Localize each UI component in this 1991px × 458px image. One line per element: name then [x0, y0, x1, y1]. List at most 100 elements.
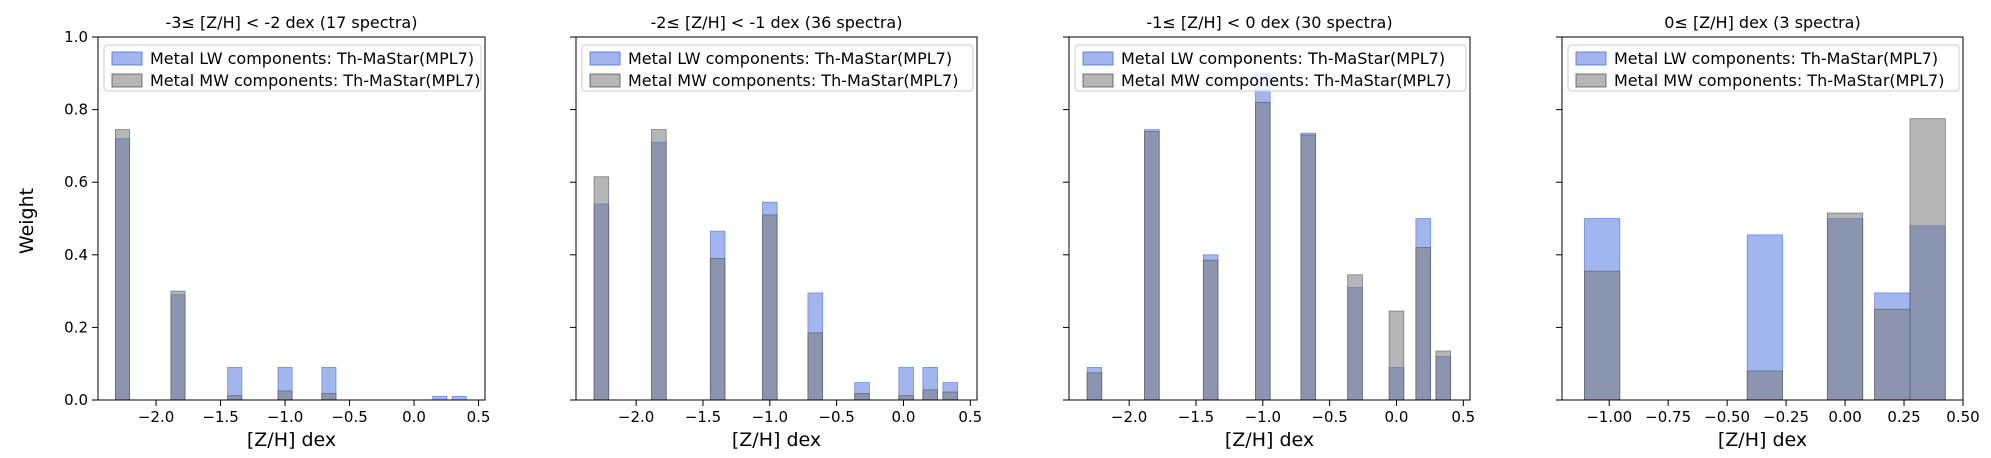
bar-s1-7	[451, 395, 467, 401]
x-tick-label: 0.0	[892, 408, 916, 426]
panel-title: -3≤ [Z/H] < -2 dex (17 spectra)	[166, 13, 418, 32]
bar-s2-3	[709, 258, 726, 401]
shared-y-axis-label: Weight	[16, 188, 38, 254]
legend-label-1: Metal LW components: Th-MaStar(MPL7)	[150, 49, 474, 68]
y-tick-label: 0.4	[64, 246, 88, 264]
legend-swatch-2	[1575, 73, 1607, 88]
bar-s2-4	[762, 214, 778, 401]
bar-s2-2	[1746, 370, 1783, 401]
panel-4: −1.00 −0.75 −0.50 −0.25 0.00 0.25 0.50 0≤ [Z/H]…	[1556, 13, 1980, 451]
y-tick-label: 1.0	[64, 28, 88, 46]
x-tick-label: 0.25	[1887, 408, 1920, 426]
y-tick-label: 0.0	[64, 391, 88, 409]
legend-swatch-1	[1575, 51, 1607, 66]
legend-box	[581, 44, 974, 92]
x-tick-label: −1.5	[202, 408, 238, 426]
x-tick-label: −1.5	[685, 408, 721, 426]
panel-2: −2.0 −1.5 −1.0 −0.5 0.0 0.5 -2≤ [Z/H] < -1 dex…	[570, 13, 982, 451]
bar-s2-4	[277, 390, 293, 401]
bar-s2-6	[1347, 274, 1363, 401]
panel-title: -1≤ [Z/H] < 0 dex (30 spectra)	[1146, 13, 1392, 32]
bar-s1-3	[227, 366, 243, 401]
x-axis-label: [Z/H] dex	[732, 429, 821, 451]
bar-s2-4	[1255, 101, 1271, 401]
bar-s2-2	[651, 129, 667, 401]
legend: Metal LW components: Th-MaStar(MPL7) Meta…	[581, 44, 974, 92]
legend-label-1: Metal LW components: Th-MaStar(MPL7)	[628, 49, 952, 68]
x-tick-label: −0.5	[1311, 408, 1347, 426]
bar-s2-8	[1415, 247, 1431, 401]
legend-swatch-1	[111, 51, 143, 66]
plot-frame	[1068, 36, 1471, 401]
legend-box	[103, 44, 482, 92]
x-tick-label: 0.00	[1828, 408, 1861, 426]
x-tick-label: 0.5	[1451, 408, 1475, 426]
x-tick-label: 0.0	[1385, 408, 1409, 426]
plot-frame	[97, 36, 486, 401]
bar-s2-8	[922, 389, 938, 401]
bar-s2-7	[1388, 310, 1405, 401]
bar-s1-7	[898, 366, 914, 401]
legend-swatch-1	[1082, 51, 1114, 66]
legend-box	[1567, 44, 1960, 92]
panel-title: 0≤ [Z/H] dex (3 spectra)	[1664, 13, 1860, 32]
plot-frame	[1561, 36, 1964, 401]
x-tick-label: −1.0	[752, 408, 788, 426]
legend-box	[1074, 44, 1467, 92]
bar-s2-2	[170, 290, 186, 401]
x-tick-label: 0.50	[1946, 408, 1979, 426]
x-axis-label: [Z/H] dex	[247, 429, 336, 451]
x-axis-label: [Z/H] dex	[1718, 429, 1807, 451]
legend: Metal LW components: Th-MaStar(MPL7) Meta…	[1567, 44, 1960, 92]
legend-label-2: Metal MW components: Th-MaStar(MPL7)	[150, 71, 480, 90]
x-tick-label: −2.0	[138, 408, 174, 426]
legend-swatch-2	[589, 73, 621, 88]
bar-s2-5	[1300, 134, 1317, 401]
x-tick-label: −0.25	[1763, 408, 1809, 426]
x-axis-label: [Z/H] dex	[1225, 429, 1314, 451]
legend-label-1: Metal LW components: Th-MaStar(MPL7)	[1121, 49, 1445, 68]
x-tick-label: −1.5	[1178, 408, 1214, 426]
bar-s2-3	[227, 395, 243, 401]
x-tick-label: 0.5	[467, 408, 491, 426]
bar-s2-9	[942, 391, 959, 401]
bar-s2-6	[854, 393, 870, 401]
legend: Metal LW components: Th-MaStar(MPL7) Meta…	[103, 44, 482, 92]
x-tick-label: −1.0	[1245, 408, 1281, 426]
bar-s2-2	[1144, 130, 1160, 401]
x-tick-label: −0.5	[818, 408, 854, 426]
panel-1: −2.0 −1.5 −1.0 −0.5 0.0 0.5 0.0 0.2 0.4 0.6 0.8 1.0…	[64, 13, 490, 451]
legend-swatch-2	[111, 73, 143, 88]
panel-title: -2≤ [Z/H] < -1 dex (36 spectra)	[651, 13, 903, 32]
legend: Metal LW components: Th-MaStar(MPL7) Meta…	[1074, 44, 1467, 92]
y-tick-label: 0.6	[64, 173, 88, 191]
x-tick-label: −1.00	[1586, 408, 1632, 426]
x-tick-label: −2.0	[618, 408, 654, 426]
bar-s2-3	[1202, 259, 1219, 401]
bar-s2-1	[593, 176, 610, 401]
x-tick-label: −0.75	[1645, 408, 1691, 426]
y-tick-label: 0.8	[64, 101, 88, 119]
x-tick-label: −2.0	[1111, 408, 1147, 426]
x-tick-label: 0.5	[958, 408, 982, 426]
bar-s2-4	[1874, 308, 1911, 401]
legend-swatch-2	[1082, 73, 1114, 88]
y-tick-label: 0.2	[64, 318, 88, 336]
legend-label-2: Metal MW components: Th-MaStar(MPL7)	[1614, 71, 1944, 90]
bar-s2-1	[115, 129, 131, 401]
bar-s2-7	[898, 395, 914, 401]
legend-swatch-1	[589, 51, 621, 66]
x-tick-label: −0.50	[1704, 408, 1750, 426]
legend-label-1: Metal LW components: Th-MaStar(MPL7)	[1614, 49, 1938, 68]
bar-s2-5	[807, 332, 824, 401]
x-tick-label: −1.0	[267, 408, 303, 426]
bar-s1-6	[432, 395, 448, 401]
x-tick-label: −0.5	[331, 408, 367, 426]
bar-s2-3	[1826, 212, 1864, 401]
panel-3: −2.0 −1.5 −1.0 −0.5 0.0 0.5 -1≤ [Z/H] < 0 dex …	[1063, 13, 1475, 451]
bar-s2-5	[1909, 118, 1946, 401]
bar-s2-1	[1086, 372, 1103, 401]
bar-s2-5	[321, 393, 337, 401]
bar-s2-1	[1584, 270, 1621, 401]
